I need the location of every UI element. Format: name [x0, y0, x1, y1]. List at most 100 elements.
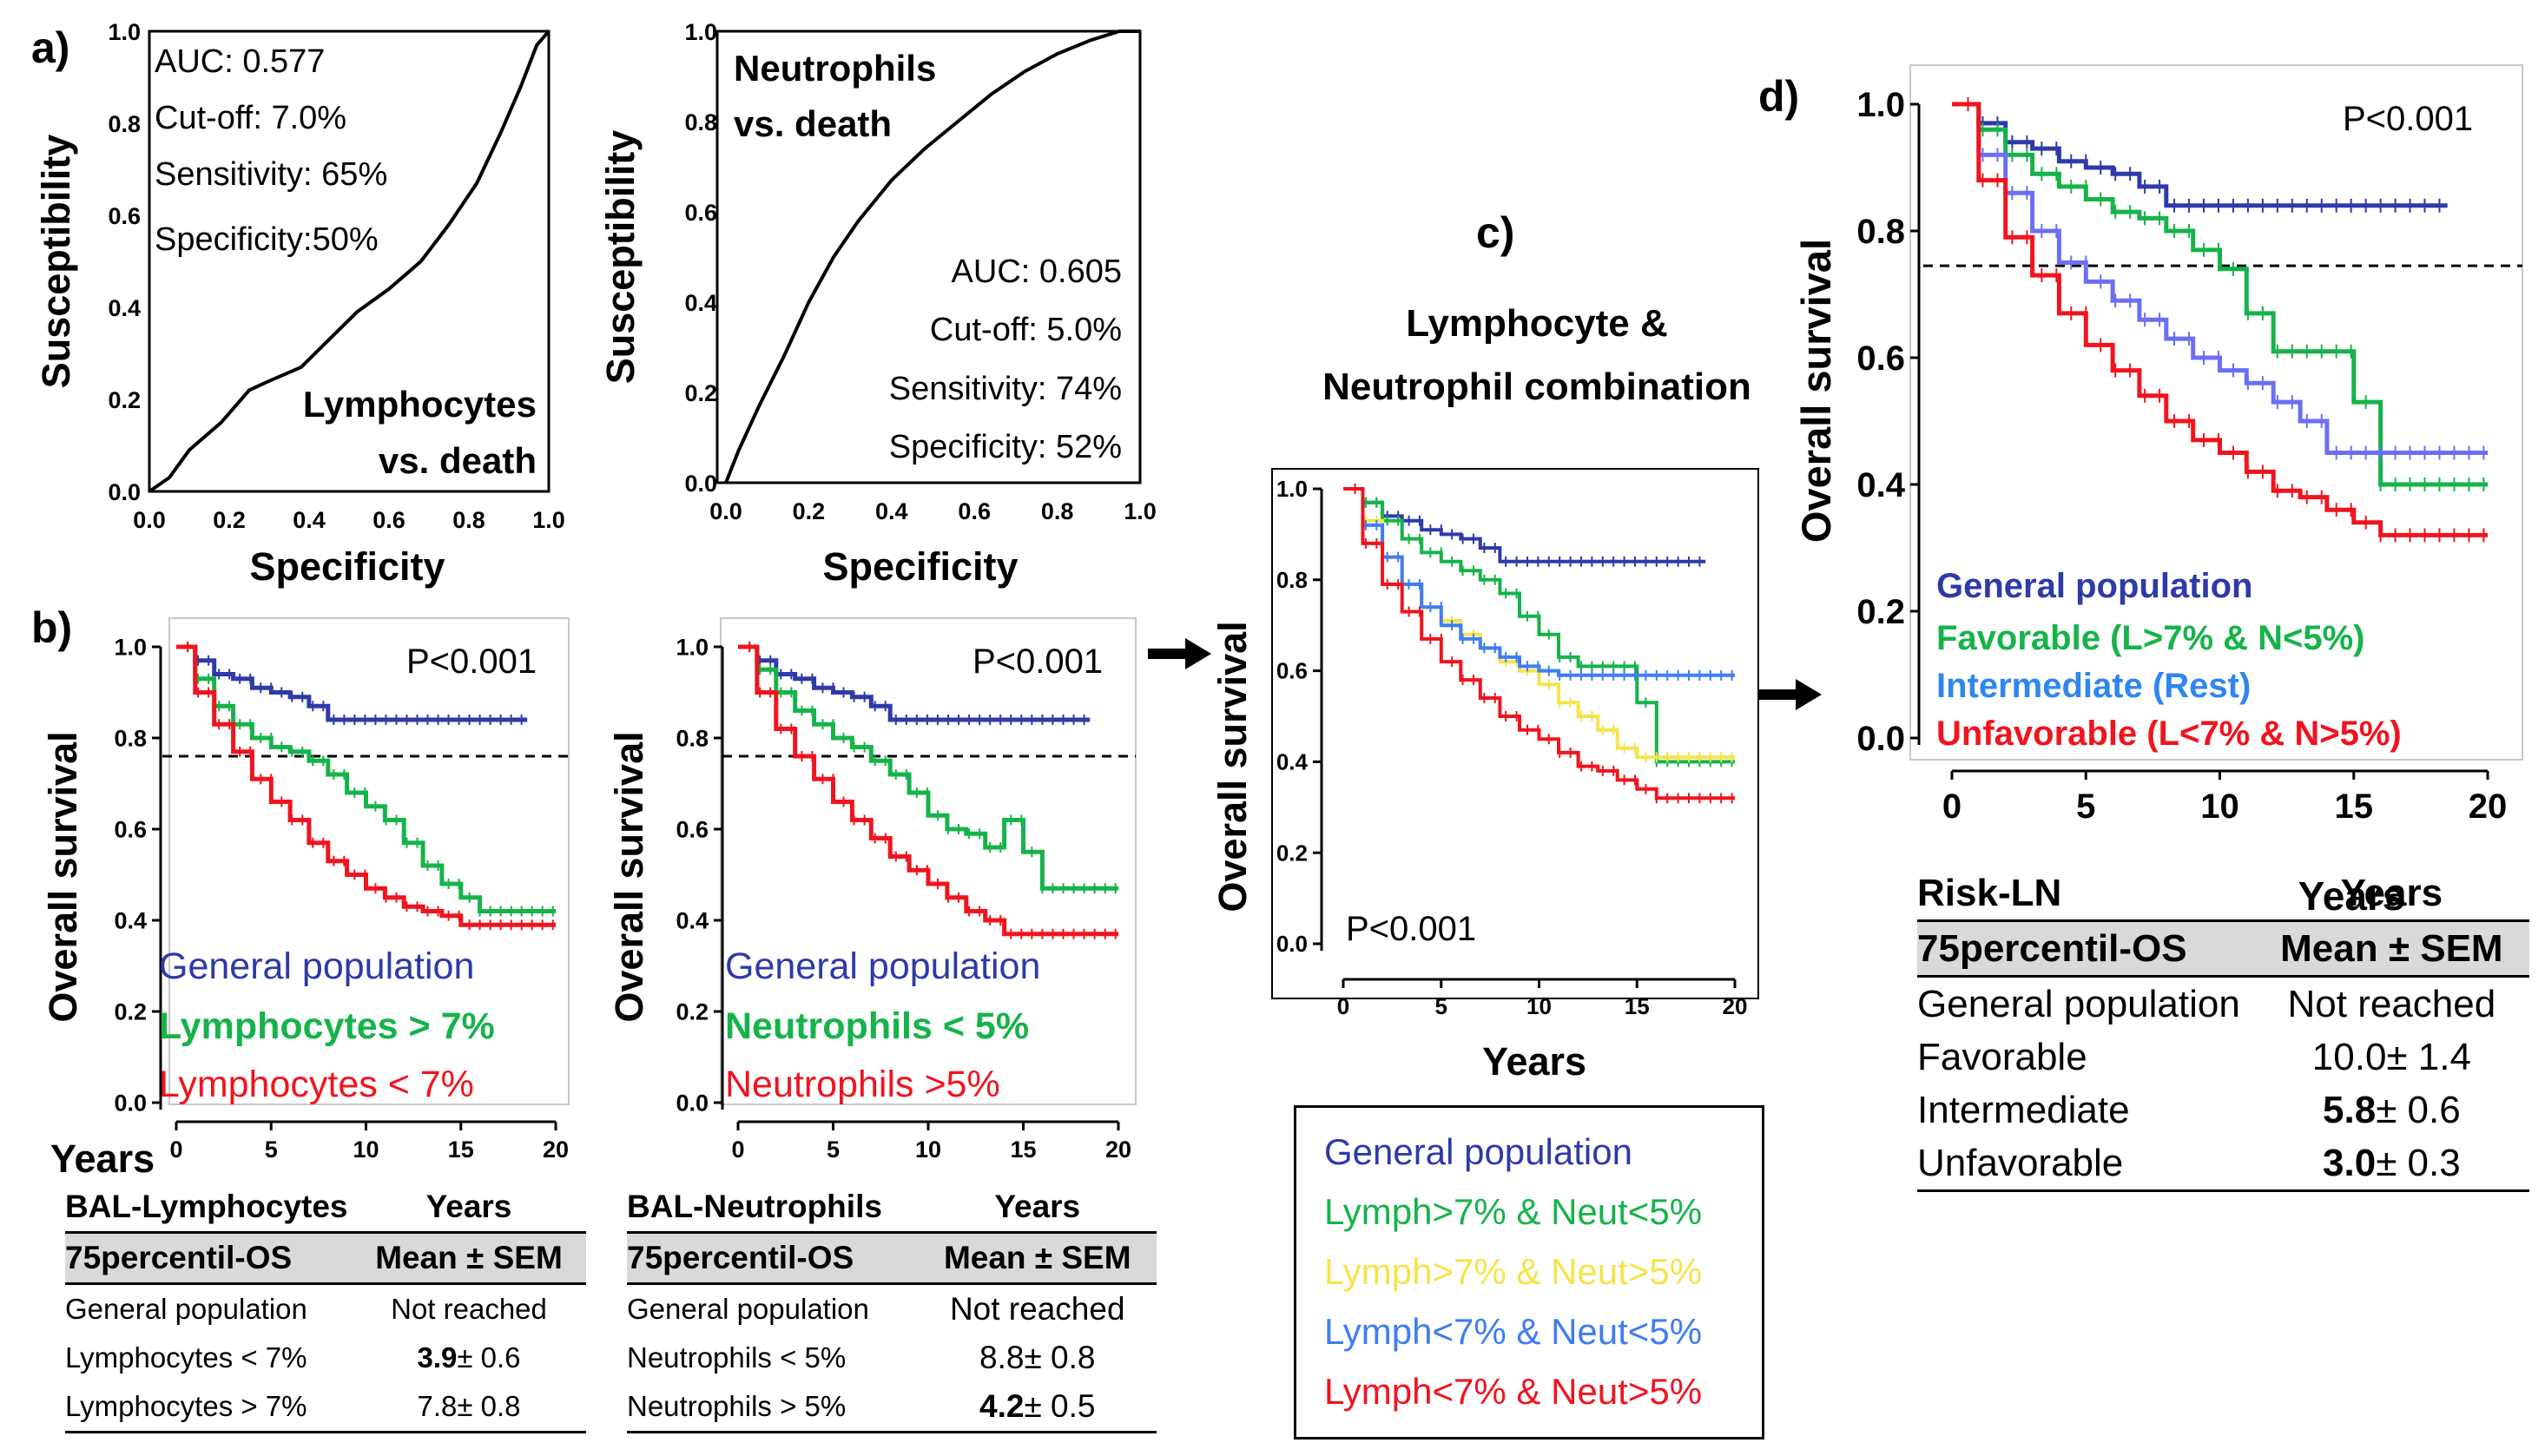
table-d-s1: 75percentil-OS [1917, 927, 2187, 970]
roc-neutrophils: 0.0 0.2 0.4 0.6 0.8 1.0 0.0 0.2 0.4 0.6 0.8 1.0 Sus… [598, 19, 1157, 589]
roc2-xtick: 0.4 [875, 498, 908, 524]
kmd-xtick: 20 [2469, 787, 2508, 826]
kmb1-ytick: 0.6 [114, 816, 147, 842]
table-b1-h1: BAL-Lymphocytes [65, 1189, 348, 1224]
panel-label-b: b) [31, 603, 72, 652]
roc1-ytick: 0.4 [108, 295, 141, 321]
roc-neut-cutoff: Cut-off: 5.0% [930, 312, 1122, 348]
table-row: General population Not reached [627, 1291, 1125, 1327]
km-d-legend-favorable: Favorable (L>7% & N<5%) [1936, 619, 2365, 657]
roc1-xtick: 0.4 [293, 507, 326, 533]
panel-label-d: d) [1758, 72, 1799, 121]
km-b2-frame [720, 617, 1137, 1105]
kmb2-ytick: 1.0 [676, 634, 709, 660]
roc2-xtick: 0.8 [1041, 498, 1074, 524]
roc-neut-title-2: vs. death [734, 103, 892, 144]
km-c-legend-lgt7-ngt5: Lymph>7% & Neut>5% [1324, 1251, 1703, 1292]
km-b1-legend-general: General population [159, 945, 474, 987]
kmb1-xtick: 5 [265, 1136, 278, 1163]
roc1-ytick: 0.6 [108, 203, 141, 229]
roc2-xtick: 0.6 [958, 498, 991, 524]
roc-lymph-xlabel: Specificity [249, 544, 445, 589]
kmb2-xtick: 10 [915, 1136, 941, 1163]
roc1-ytick: 0.8 [108, 111, 141, 137]
kmb2-ytick: 0.0 [676, 1090, 709, 1116]
table-bal-lymphocytes: BAL-Lymphocytes Years 75percentil-OS Mean … [65, 1183, 586, 1433]
roc2-ytick: 0.2 [684, 380, 717, 406]
roc2-xtick: 0.2 [793, 498, 826, 524]
kmd-series-2 [1952, 102, 2488, 455]
roc-lymph-curve [148, 30, 551, 493]
kmc-ytick: 1.0 [1276, 476, 1308, 502]
roc1-xtick: 0.2 [213, 507, 246, 533]
roc1-ytick: 0.2 [108, 387, 141, 413]
roc-neut-title-1: Neutrophils [734, 48, 936, 89]
km-b1-xlabel: Years [50, 1136, 155, 1181]
table-row: Neutrophils < 5% 8.8± 0.8 [627, 1340, 1096, 1375]
roc2-ytick: 0.8 [684, 109, 717, 135]
km-b1-legend-gt7: Lymphocytes > 7% [159, 1005, 495, 1047]
roc-lymph-auc: AUC: 0.577 [155, 43, 325, 80]
roc1-xtick: 0.8 [452, 507, 485, 533]
roc-neut-auc: AUC: 0.605 [952, 254, 1122, 290]
kmb1-ytick: 0.8 [114, 725, 147, 751]
table-b2-s2: Mean ± SEM [943, 1240, 1131, 1275]
kmc-ytick: 0.6 [1276, 658, 1308, 684]
kmd-ytick: 0.2 [1856, 593, 1905, 631]
km-neutrophils: 0.0 0.2 0.4 0.6 0.8 1.0 0 5 10 15 20 Overall survi… [607, 617, 1137, 1163]
roc-neut-frame [715, 30, 1142, 484]
km-lymphocytes: 0.0 0.2 0.4 0.6 0.8 1.0 0 5 10 15 20 Overall survi… [41, 617, 570, 1181]
kmb1-ytick: 0.4 [114, 907, 147, 933]
roc2-ytick: 0.6 [684, 200, 717, 226]
km-b1-frame [168, 617, 570, 1105]
kmc-ytick: 0.0 [1276, 931, 1308, 957]
kmc-xtick: 5 [1435, 993, 1447, 1019]
km-c-legend-general: General population [1324, 1131, 1632, 1172]
km-c-frame [1271, 468, 1759, 999]
kmc-xtick: 20 [1723, 993, 1748, 1019]
table-d-s2: Mean ± SEM [2280, 927, 2503, 970]
roc-lymph-cutoff: Cut-off: 7.0% [155, 100, 346, 136]
km-c-xlabel: Years [1482, 1039, 1586, 1084]
kmb2-series-1 [738, 644, 1118, 891]
roc1-xtick: 1.0 [532, 507, 565, 533]
kmc-series-3 [1343, 487, 1735, 677]
kmd-ytick: 0.4 [1856, 466, 1905, 504]
kmd-ytick: 0.0 [1856, 720, 1905, 758]
table-risk-ln: Risk-LN Years 75percentil-OS Mean ± SEM Ge… [1917, 866, 2529, 1192]
kmb2-xtick: 15 [1010, 1136, 1036, 1163]
kmd-xtick: 10 [2200, 787, 2239, 826]
km-b2-ylabel: Overall survival [607, 731, 651, 1022]
km-d-legend-general: General population [1936, 567, 2252, 605]
kmc-ytick: 0.2 [1276, 840, 1308, 866]
table-row: Favorable 10.0± 1.4 [1917, 1036, 2471, 1078]
kmb1-series-1 [176, 644, 556, 913]
roc2-ytick: 0.4 [684, 290, 717, 316]
roc-lymph-sensitivity: Sensitivity: 65% [155, 156, 387, 193]
km-c-legend-llt7-ngt5: Lymph<7% & Neut>5% [1324, 1371, 1703, 1412]
kmd-ytick: 1.0 [1856, 86, 1905, 124]
table-b1-s1: 75percentil-OS [65, 1240, 293, 1275]
km-b2-legend-general: General population [725, 945, 1040, 987]
kmb1-xtick: 0 [169, 1136, 182, 1163]
table-row: Lymphocytes > 7% 7.8± 0.8 [65, 1382, 586, 1433]
roc-neut-sensitivity: Sensitivity: 74% [889, 371, 1122, 407]
kmd-series-1 [1952, 102, 2488, 487]
kmd-xtick: 5 [2076, 787, 2095, 826]
kmd-xtick: 0 [1942, 787, 1961, 826]
km-d-legend-intermediate: Intermediate (Rest) [1936, 667, 2251, 705]
table-bal-neutrophils: BAL-Neutrophils Years 75percentil-OS Mean … [627, 1183, 1157, 1433]
roc-lymph-specificity: Specificity:50% [155, 221, 379, 258]
km-d-pvalue: P<0.001 [2343, 100, 2473, 138]
roc1-ytick: 0.0 [108, 479, 141, 505]
roc1-xtick: 0.0 [133, 507, 166, 533]
table-row: Intermediate 5.8± 0.6 [1917, 1089, 2461, 1131]
kmc-xtick: 10 [1526, 993, 1552, 1019]
kmb2-ytick: 0.6 [676, 816, 709, 842]
km-d-ylabel: Overall survival [1793, 239, 1839, 543]
roc-lymphocytes: 0.0 0.2 0.4 0.6 0.8 1.0 0.0 0.2 0.4 0.6 0.8 1.0 Sus… [34, 19, 565, 589]
km-d-xlabel: Years [2298, 873, 2405, 919]
kmd-xtick: 15 [2335, 787, 2374, 826]
km-b1-ylabel: Overall survival [41, 731, 85, 1022]
